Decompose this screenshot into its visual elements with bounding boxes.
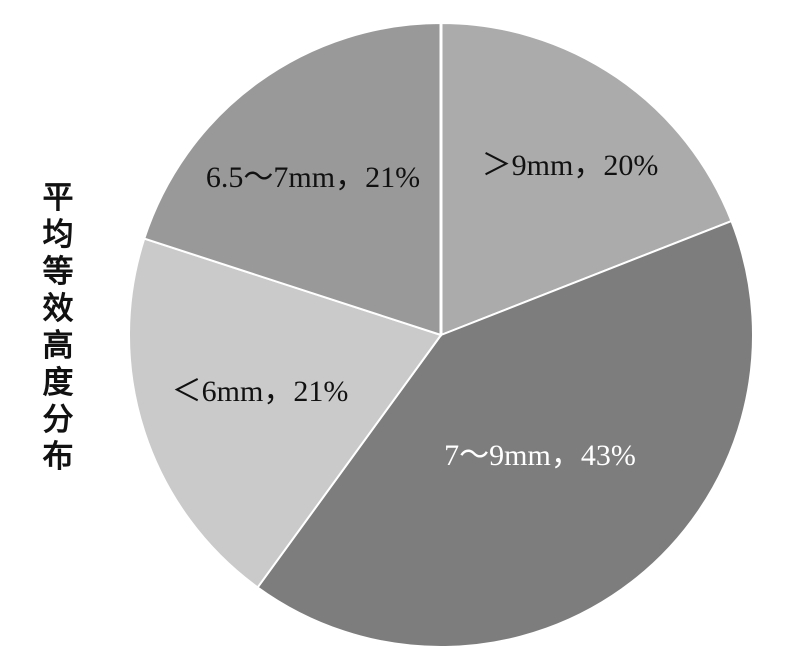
chart-title-char: 高 <box>42 328 74 364</box>
slice-data-label: 6.5～7mm，21% <box>206 161 420 194</box>
chart-title-char: 等 <box>42 254 74 290</box>
pie-slice <box>440 21 733 337</box>
slice-data-label: ＜6mm，21% <box>172 375 349 408</box>
pie-slice <box>143 21 442 337</box>
slice-data-label: 7～9mm，43% <box>444 439 636 472</box>
chart-title: 平均等效高度分布 <box>38 180 78 476</box>
chart-title-char: 效 <box>42 291 74 327</box>
slice-data-label: ＞9mm，20% <box>482 149 659 182</box>
chart-title-char: 布 <box>42 439 74 475</box>
chart-title-char: 度 <box>42 365 74 401</box>
chart-title-char: 均 <box>42 217 74 253</box>
chart-title-char: 平 <box>42 180 74 216</box>
pie-slice <box>128 237 443 589</box>
pie-slice <box>256 219 754 648</box>
chart-title-char: 分 <box>42 402 74 438</box>
